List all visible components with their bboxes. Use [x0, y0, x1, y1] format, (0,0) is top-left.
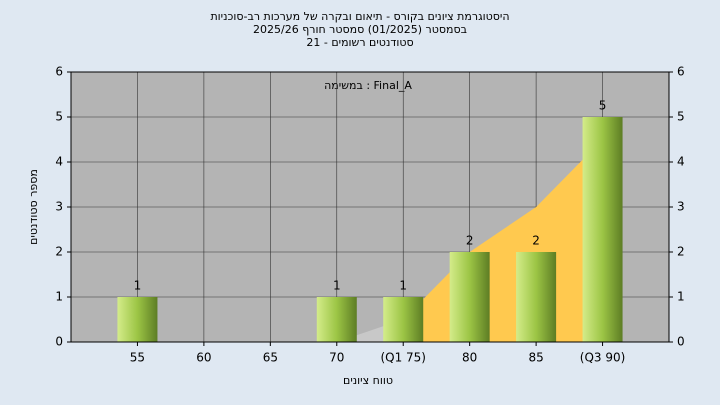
chart-subtitle: סטודנטים רשומים - 21: [306, 36, 413, 49]
bar: [316, 297, 357, 342]
y-tick-label: 4: [55, 155, 63, 169]
x-tick-label: 55: [130, 351, 145, 365]
x-axis-label: טווח ציונים: [343, 374, 393, 387]
bar: [449, 252, 490, 342]
x-tick-label: 60: [196, 351, 211, 365]
chart-subtitle: בסמסטר (01/2025) סמסטר חורף 2025/26: [253, 23, 467, 36]
x-tick-label: (Q3 90): [580, 351, 626, 365]
x-tick-label: 85: [528, 351, 543, 365]
y-axis-label: מספר סטודנטים: [27, 169, 40, 245]
y-tick-label: 6: [55, 65, 63, 79]
y2-tick-label: 2: [677, 245, 685, 259]
value-label: 1: [399, 279, 407, 293]
bar: [117, 297, 158, 342]
x-tick-label: (Q1 75): [380, 351, 426, 365]
value-label: 2: [466, 234, 474, 248]
x-tick-label: 65: [263, 351, 278, 365]
x-tick-label: 70: [329, 351, 344, 365]
y2-tick-label: 0: [677, 335, 685, 349]
y-tick-label: 5: [55, 110, 63, 124]
y2-tick-label: 1: [677, 290, 685, 304]
annotation: במשימה : Final_A: [324, 79, 412, 92]
y-tick-label: 0: [55, 335, 63, 349]
y-tick-label: 1: [55, 290, 63, 304]
x-tick-label: 80: [462, 351, 477, 365]
bar: [516, 252, 557, 342]
y-tick-label: 2: [55, 245, 63, 259]
bar: [383, 297, 424, 342]
y-tick-label: 3: [55, 200, 63, 214]
value-label: 2: [532, 234, 540, 248]
value-label: 1: [333, 279, 341, 293]
bar: [582, 117, 623, 342]
y2-tick-label: 4: [677, 155, 685, 169]
y2-tick-label: 5: [677, 110, 685, 124]
chart-title: היסטוגרמת ציונים בקורס - תיאום ובקרה של …: [210, 10, 509, 23]
value-label: 5: [599, 99, 607, 113]
y2-tick-label: 6: [677, 65, 685, 79]
y2-tick-label: 3: [677, 200, 685, 214]
value-label: 1: [134, 279, 142, 293]
plot-border: [70, 71, 670, 343]
